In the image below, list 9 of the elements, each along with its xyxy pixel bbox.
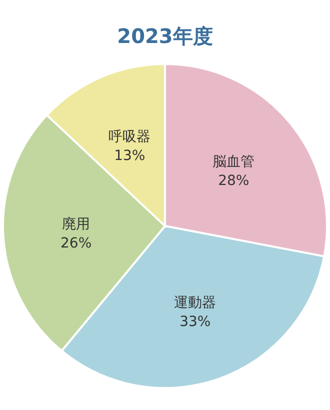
data-label: 26% [60, 236, 92, 252]
data-label: 33% [180, 314, 211, 330]
chart-title: 2023年度 [117, 24, 213, 48]
slice-label: 運動器 [174, 294, 216, 311]
slice-label: 廃用 [62, 216, 90, 233]
data-label: 13% [114, 148, 146, 164]
data-label: 28% [218, 173, 250, 190]
slice-label: 呼吸器 [108, 129, 151, 146]
slice-label: 脳血管 [212, 154, 255, 170]
